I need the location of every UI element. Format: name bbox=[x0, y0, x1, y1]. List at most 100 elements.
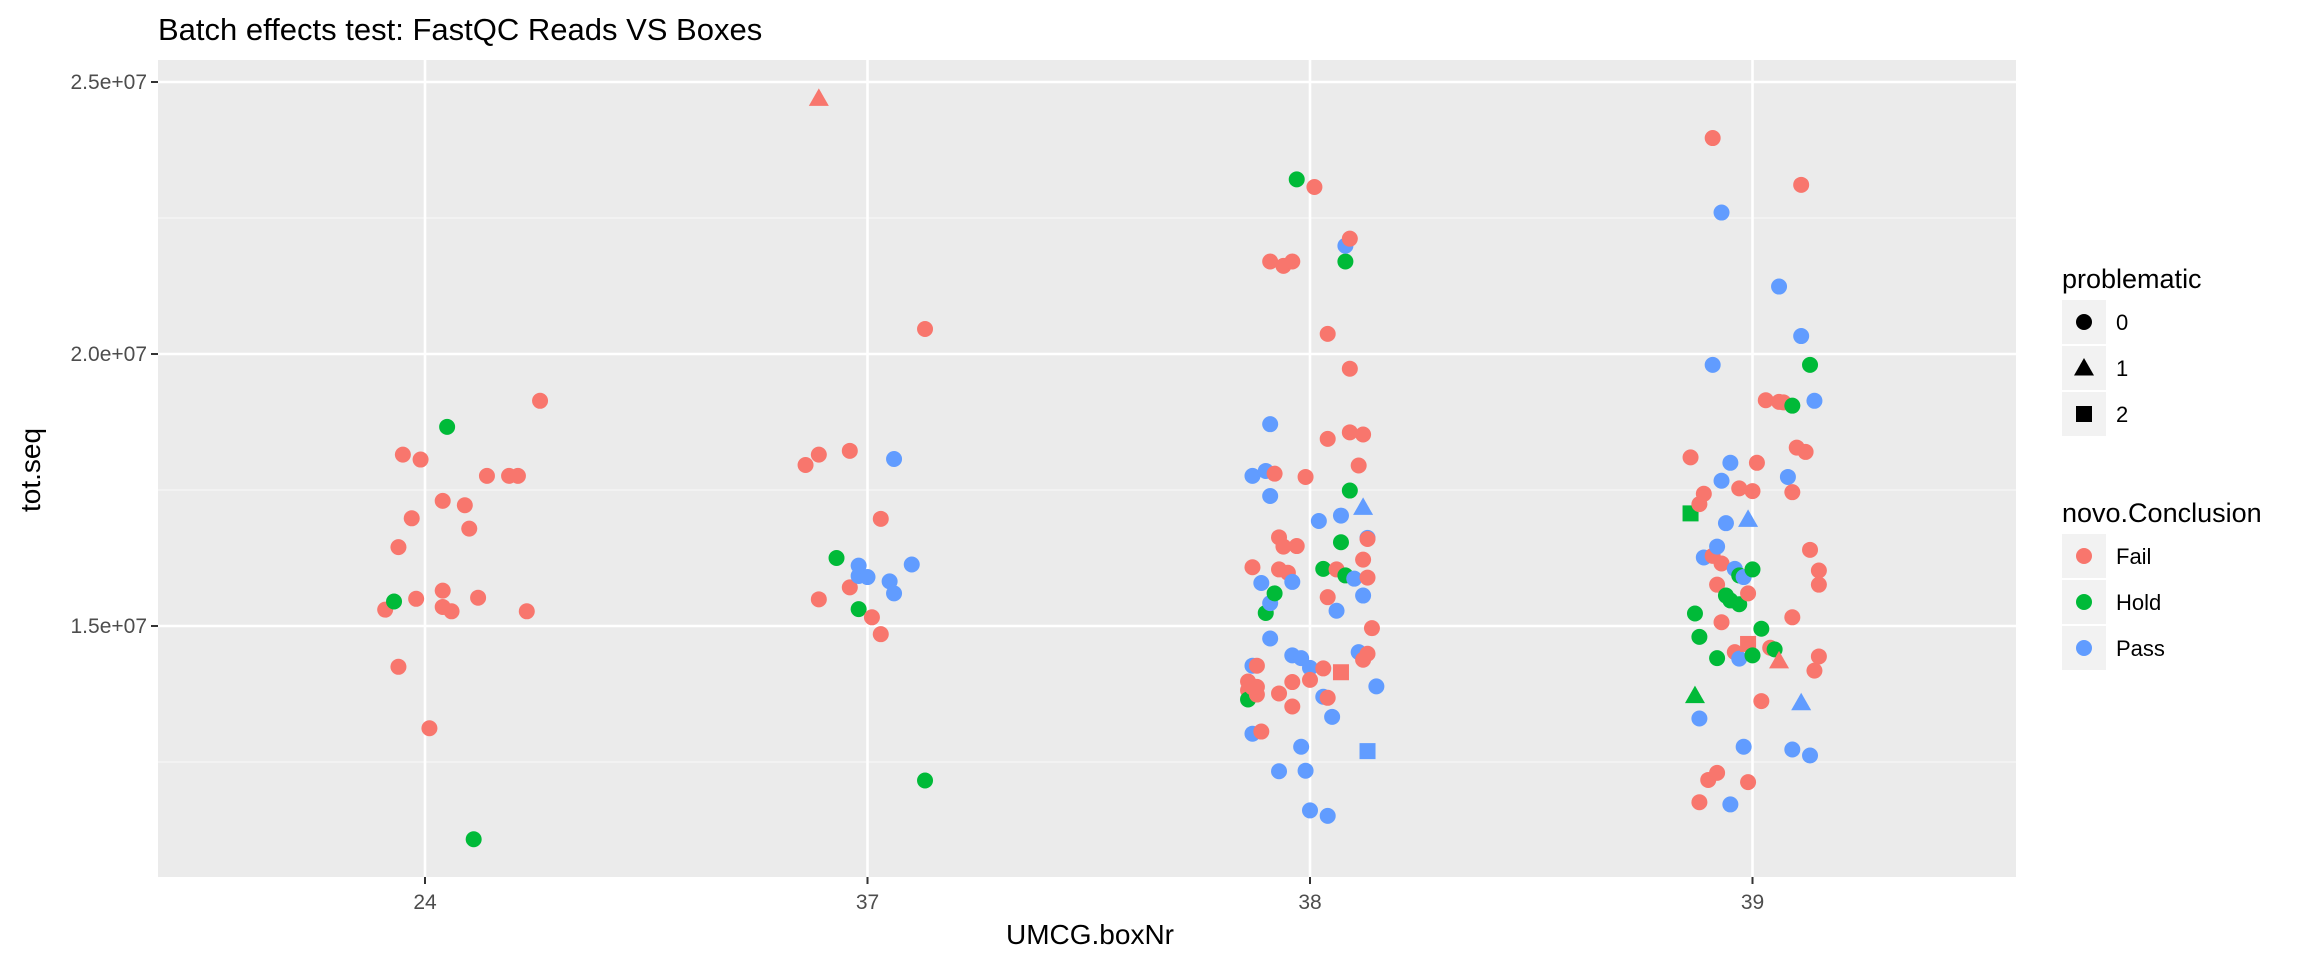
data-point bbox=[1797, 443, 1814, 460]
data-point bbox=[1769, 650, 1790, 669]
data-point bbox=[439, 418, 456, 435]
data-point bbox=[1262, 630, 1279, 647]
data-point bbox=[461, 520, 478, 537]
data-point bbox=[1302, 659, 1318, 676]
data-point bbox=[434, 582, 451, 599]
data-point bbox=[1753, 693, 1770, 710]
data-point bbox=[509, 467, 526, 484]
data-point bbox=[532, 392, 549, 409]
data-point bbox=[1346, 570, 1363, 587]
data-point bbox=[1284, 674, 1301, 691]
data-point bbox=[456, 497, 473, 514]
x-tick-label: 24 bbox=[413, 891, 437, 914]
data-point bbox=[1740, 585, 1757, 602]
x-axis: 24 37 38 39 bbox=[413, 877, 1764, 914]
data-point bbox=[917, 320, 934, 337]
data-point bbox=[850, 601, 867, 618]
legend-label-shape: 0 bbox=[2116, 310, 2128, 335]
y-tick-label: 2.0e+07 bbox=[71, 343, 148, 366]
legend-key-circle bbox=[2076, 314, 2092, 330]
data-point bbox=[1784, 609, 1801, 626]
data-point bbox=[1306, 178, 1323, 195]
data-point bbox=[1731, 480, 1748, 497]
data-point bbox=[1332, 664, 1349, 681]
legend-label-shape: 2 bbox=[2116, 402, 2128, 427]
data-point bbox=[810, 591, 827, 608]
data-point bbox=[1810, 576, 1827, 593]
legend-title-color: novo.Conclusion bbox=[2062, 498, 2262, 528]
data-point bbox=[828, 550, 845, 566]
data-point bbox=[1784, 397, 1801, 414]
data-point bbox=[1319, 807, 1336, 824]
data-point bbox=[518, 603, 535, 620]
data-point bbox=[1310, 513, 1327, 530]
data-point bbox=[403, 510, 420, 527]
data-point bbox=[1810, 562, 1827, 579]
data-point bbox=[841, 442, 858, 459]
data-point bbox=[1248, 678, 1265, 695]
data-point bbox=[1791, 692, 1812, 711]
data-point bbox=[1359, 743, 1376, 760]
data-point bbox=[1709, 650, 1726, 667]
data-point bbox=[1353, 497, 1374, 515]
data-point bbox=[1341, 424, 1358, 441]
data-point bbox=[872, 626, 889, 643]
x-axis-title: UMCG.boxNr bbox=[1006, 919, 1174, 950]
data-point bbox=[1315, 660, 1332, 677]
legend-title-shape: problematic bbox=[2062, 264, 2202, 294]
data-point bbox=[1713, 472, 1730, 489]
data-point bbox=[1266, 585, 1283, 602]
data-point bbox=[1709, 576, 1726, 593]
legend-key-square bbox=[2076, 406, 2092, 422]
y-tick-label: 2.5e+07 bbox=[71, 71, 148, 94]
data-point bbox=[1262, 416, 1279, 433]
data-point bbox=[1738, 509, 1759, 527]
data-point bbox=[1328, 602, 1345, 619]
data-point bbox=[1748, 454, 1765, 471]
data-point bbox=[1684, 685, 1705, 704]
data-point bbox=[470, 589, 487, 606]
data-point bbox=[1341, 230, 1358, 247]
data-point bbox=[1275, 538, 1292, 555]
data-point bbox=[1779, 468, 1796, 485]
data-point bbox=[1262, 487, 1279, 504]
data-point bbox=[443, 603, 460, 620]
data-point bbox=[1722, 796, 1739, 813]
data-point bbox=[1359, 530, 1376, 547]
data-point bbox=[1744, 647, 1761, 664]
data-point bbox=[1695, 485, 1712, 502]
data-point bbox=[412, 451, 429, 468]
data-point bbox=[1740, 774, 1757, 791]
data-point bbox=[1297, 468, 1314, 485]
data-points bbox=[377, 88, 1827, 848]
legend-label-shape: 1 bbox=[2116, 356, 2128, 381]
data-point bbox=[1324, 708, 1341, 725]
y-axis: 1.5e+07 2.0e+07 2.5e+07 bbox=[71, 71, 158, 638]
data-point bbox=[1713, 614, 1730, 631]
data-point bbox=[1244, 559, 1261, 576]
data-point bbox=[1297, 762, 1314, 779]
data-point bbox=[810, 446, 827, 463]
data-point bbox=[1802, 747, 1819, 764]
data-point bbox=[1691, 628, 1708, 645]
data-point bbox=[1271, 763, 1288, 780]
data-point bbox=[1288, 171, 1305, 188]
y-axis-title: tot.seq bbox=[15, 428, 46, 512]
data-point bbox=[1802, 356, 1819, 373]
legend-key-hold bbox=[2076, 594, 2092, 610]
chart-title: Batch effects test: FastQC Reads VS Boxe… bbox=[158, 12, 762, 47]
data-point bbox=[1341, 360, 1358, 377]
data-point bbox=[434, 492, 451, 509]
data-point bbox=[1686, 605, 1703, 622]
data-point bbox=[1810, 648, 1827, 665]
data-point bbox=[1266, 465, 1283, 482]
data-point bbox=[1757, 392, 1774, 409]
legend-key-pass bbox=[2076, 640, 2092, 656]
data-point bbox=[841, 579, 858, 596]
data-point bbox=[1302, 802, 1318, 819]
data-point bbox=[1784, 484, 1801, 501]
data-point bbox=[1315, 560, 1332, 577]
data-point bbox=[1806, 662, 1823, 679]
x-tick-label: 39 bbox=[1741, 891, 1764, 914]
data-point bbox=[1691, 794, 1708, 811]
